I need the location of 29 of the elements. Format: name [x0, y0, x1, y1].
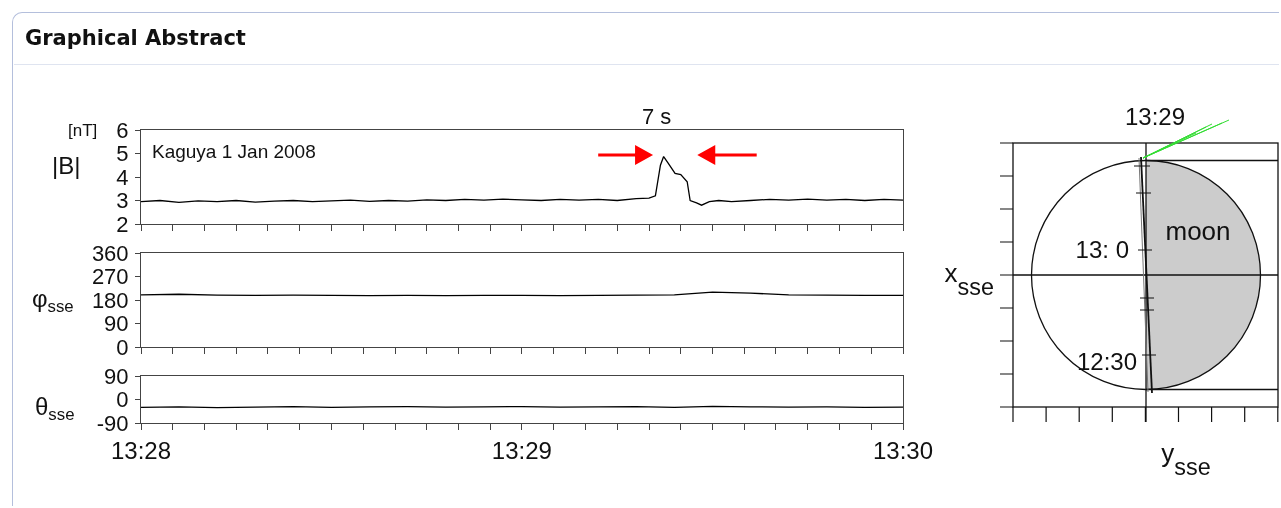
text: 13: 0: [1075, 236, 1129, 263]
x-tick-label: 13:29: [491, 436, 552, 464]
y-tick-label: 6: [116, 117, 129, 143]
y-axis-title: φ$_{sse}$: [32, 285, 74, 317]
text: [nT]: [68, 121, 98, 140]
y-axis-title: |B|: [52, 152, 81, 179]
annotation: Kaguya 1 Jan 2008: [152, 141, 316, 162]
text: y$_{sse}$: [1161, 438, 1211, 480]
text: 12:30: [1076, 348, 1137, 375]
y-tick-label: 5: [116, 141, 129, 167]
y-tick-label: 0: [116, 387, 129, 413]
y-tick-label: 90: [104, 363, 129, 389]
y-tick-label: 270: [91, 264, 129, 290]
y-tick-label: -90: [96, 410, 129, 436]
x-tick-label: 13:28: [110, 436, 172, 464]
y-axis-title: θ$_{sse}$: [35, 393, 75, 425]
text: moon: [1165, 216, 1231, 246]
text: 13:29: [1124, 103, 1186, 130]
y-tick-label: 0: [116, 334, 129, 360]
y-tick-label: 4: [116, 164, 129, 190]
y-tick-label: 360: [91, 240, 129, 266]
text: x$_{sse}$: [944, 258, 994, 300]
chart-title: Graphical Abstract: [25, 26, 246, 50]
y-tick-label: 3: [116, 188, 129, 214]
text: 7 s: [642, 104, 672, 129]
y-tick-label: 180: [91, 287, 129, 313]
x-tick-label: 13:30: [872, 436, 934, 464]
y-tick-label: 2: [116, 211, 129, 237]
y-tick-label: 90: [104, 311, 129, 337]
